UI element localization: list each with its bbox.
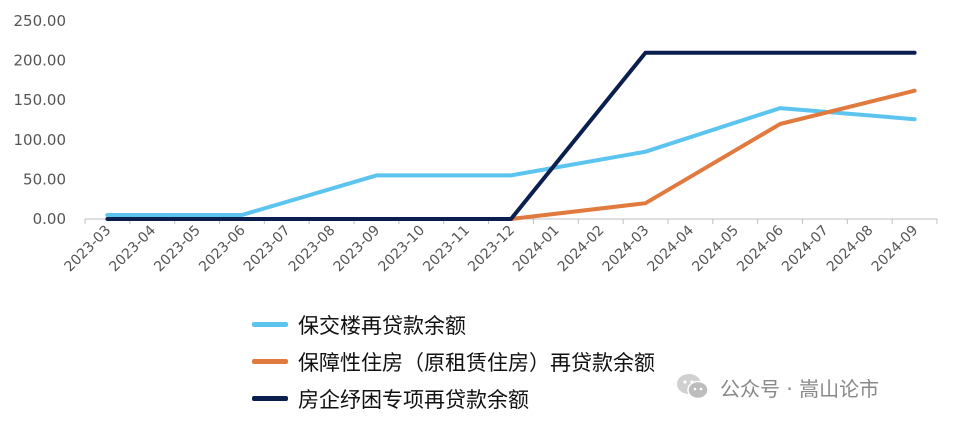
y-tick-label-0: 0.00 (33, 210, 66, 228)
x-tick-label-6: 2023-09 (331, 223, 384, 276)
legend-item-1: 保交楼再贷款余额 (252, 306, 655, 343)
y-tick-label-4: 200.00 (14, 52, 67, 70)
x-tick-label-8: 2023-11 (420, 223, 473, 276)
series-lines (105, 50, 917, 221)
legend-swatch-2 (252, 359, 288, 364)
legend-label-3: 房企纾困专项再贷款余额 (298, 387, 529, 412)
legend-swatch-3 (252, 396, 288, 401)
y-tick-label-2: 100.00 (14, 131, 67, 149)
legend-label-1: 保交楼再贷款余额 (298, 313, 466, 338)
watermark-text: 公众号 · 嵩山论市 (720, 376, 880, 401)
legend-item-2: 保障性住房（原租赁住房）再贷款余额 (252, 343, 655, 380)
x-tick-label-13: 2024-04 (645, 222, 698, 275)
legend-swatch-1 (252, 322, 288, 327)
x-tick-label-15: 2024-06 (734, 222, 787, 275)
x-tick-label-3: 2023-06 (196, 222, 249, 275)
x-tick-label-12: 2024-03 (600, 223, 653, 276)
legend-label-2: 保障性住房（原租赁住房）再贷款余额 (298, 350, 655, 375)
x-axis-ticks: 2023-032023-042023-052023-062023-072023-… (62, 219, 938, 276)
legend-item-3: 房企纾困专项再贷款余额 (252, 380, 655, 417)
legend: 保交楼再贷款余额 保障性住房（原租赁住房）再贷款余额 房企纾困专项再贷款余额 (252, 306, 655, 417)
x-tick-label-16: 2024-07 (779, 223, 832, 276)
watermark: 公众号 · 嵩山论市 (676, 372, 879, 402)
y-tick-label-1: 50.00 (23, 170, 66, 188)
x-tick-label-10: 2024-01 (510, 223, 563, 276)
y-axis-ticks: 0.00 50.00 100.00 150.00 200.00 250.00 (14, 12, 67, 228)
x-tick-label-11: 2024-02 (555, 223, 608, 276)
x-tick-label-4: 2023-07 (241, 223, 294, 276)
x-tick-label-0: 2023-03 (62, 223, 115, 276)
y-tick-label-3: 150.00 (14, 91, 67, 109)
x-tick-label-9: 2023-12 (465, 223, 518, 276)
x-tick-label-1: 2023-04 (106, 222, 159, 275)
x-tick-label-17: 2024-08 (824, 223, 877, 276)
x-tick-label-2: 2023-05 (151, 223, 204, 276)
line-chart: 0.00 50.00 100.00 150.00 200.00 250.00 2023-0… (14, 12, 938, 276)
series-line-1 (105, 106, 917, 217)
x-tick-label-18: 2024-09 (869, 223, 922, 276)
series-line-2 (509, 88, 917, 221)
wechat-icon (677, 374, 709, 400)
x-tick-label-7: 2023-10 (375, 223, 428, 276)
y-tick-label-5: 250.00 (14, 12, 67, 30)
x-tick-label-14: 2024-05 (689, 223, 742, 276)
x-tick-label-5: 2023-08 (286, 223, 339, 276)
series-line-3 (105, 50, 917, 221)
